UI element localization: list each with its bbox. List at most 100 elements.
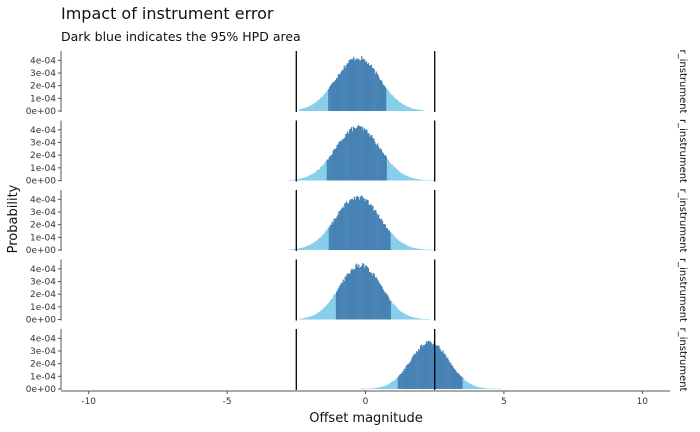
histogram-bar — [375, 276, 377, 320]
histogram-bar — [400, 373, 402, 389]
histogram-bar — [303, 108, 306, 111]
histogram-bar — [348, 133, 350, 181]
histogram-bar — [417, 109, 419, 111]
histogram-bar — [322, 164, 325, 181]
histogram-bar — [350, 199, 352, 250]
histogram-bar — [293, 249, 296, 250]
histogram-bar — [389, 163, 391, 181]
histogram-bar — [408, 246, 410, 250]
histogram-bar — [397, 376, 399, 389]
histogram-bar — [400, 172, 402, 181]
histogram-bar — [423, 110, 425, 111]
histogram-bar — [377, 387, 379, 389]
histogram-bar — [388, 297, 390, 320]
histogram-bar — [371, 205, 373, 250]
histogram-bar — [395, 168, 397, 181]
histogram-bar — [318, 99, 320, 111]
histogram-bar — [307, 106, 309, 111]
histogram-bar — [413, 108, 415, 111]
histogram-bar — [416, 109, 418, 111]
histogram-bar — [321, 165, 324, 181]
histogram-bar — [383, 386, 385, 389]
histogram-bar — [376, 73, 378, 111]
histogram-bar — [353, 127, 356, 181]
histogram-bar — [340, 282, 342, 320]
histogram-bar — [317, 312, 319, 320]
histogram-bar — [325, 160, 327, 181]
histogram-bar — [360, 266, 362, 320]
histogram-bar — [412, 178, 414, 181]
histogram-bar — [379, 283, 381, 320]
histogram-bar — [354, 60, 356, 111]
histogram-bar — [330, 85, 332, 111]
histogram-bar — [394, 237, 396, 250]
histogram-bar — [403, 313, 405, 320]
histogram-bar — [304, 246, 306, 250]
histogram-bar — [355, 264, 357, 320]
histogram-bar — [319, 237, 322, 250]
histogram-bar — [341, 283, 343, 320]
histogram-bar — [421, 346, 424, 389]
histogram-bar — [294, 179, 296, 181]
histogram-bar — [414, 178, 417, 181]
histogram-bar — [373, 388, 375, 389]
histogram-bar — [310, 174, 312, 181]
histogram-bar — [420, 318, 422, 320]
histogram-bar — [408, 107, 410, 111]
x-tick-label: -5 — [223, 397, 232, 407]
histogram-bar — [423, 249, 425, 250]
histogram-bar — [340, 140, 342, 181]
histogram-bar — [359, 267, 361, 320]
histogram-bar — [383, 155, 386, 181]
histogram-bar — [324, 231, 327, 250]
histogram-bar — [424, 249, 426, 250]
histogram-bar — [299, 318, 301, 320]
histogram-bar — [332, 222, 334, 250]
histogram-bar — [485, 388, 488, 389]
histogram-bar — [482, 387, 484, 389]
histogram-bar — [360, 60, 362, 111]
histogram-bar — [361, 126, 363, 181]
histogram-bar — [342, 138, 344, 181]
histogram-bar — [411, 108, 413, 111]
histogram-bar — [477, 386, 479, 389]
histogram-bar — [301, 178, 303, 181]
histogram-bar — [399, 374, 401, 389]
histogram-bar — [376, 278, 378, 320]
histogram-bar — [399, 240, 401, 250]
histogram-bar — [369, 272, 372, 320]
histogram-bar — [404, 175, 406, 181]
histogram-bar — [354, 128, 357, 181]
histogram-bar — [396, 169, 398, 181]
histogram-bar — [479, 387, 481, 389]
histogram-bar — [297, 248, 299, 250]
histogram-bar — [399, 311, 402, 320]
histogram-bar — [305, 317, 308, 320]
histogram-bar — [358, 58, 360, 111]
histogram-bar — [404, 105, 406, 111]
y-tick-label: 0e+00 — [26, 246, 57, 256]
histogram-bar — [366, 63, 369, 111]
histogram-bar — [365, 265, 368, 320]
histogram-bar — [423, 345, 426, 389]
histogram-bar — [410, 316, 412, 320]
histogram-bar — [331, 84, 333, 111]
histogram-bar — [378, 282, 380, 320]
histogram-bar — [415, 248, 418, 250]
histogram-bar — [464, 380, 466, 389]
histogram-bar — [409, 246, 411, 250]
histogram-bar — [306, 317, 309, 320]
histogram-bar — [394, 167, 396, 181]
histogram-bar — [429, 341, 431, 389]
histogram-bar — [392, 95, 394, 111]
histogram-bar — [400, 103, 403, 111]
histogram-bar — [344, 67, 346, 111]
histogram-bar — [298, 178, 300, 181]
histogram-bar — [357, 196, 359, 250]
histogram-bar — [319, 311, 321, 320]
histogram-bar — [350, 270, 352, 320]
histogram-bar — [372, 206, 374, 250]
histogram-bar — [318, 312, 320, 320]
histogram-bar — [483, 388, 485, 389]
